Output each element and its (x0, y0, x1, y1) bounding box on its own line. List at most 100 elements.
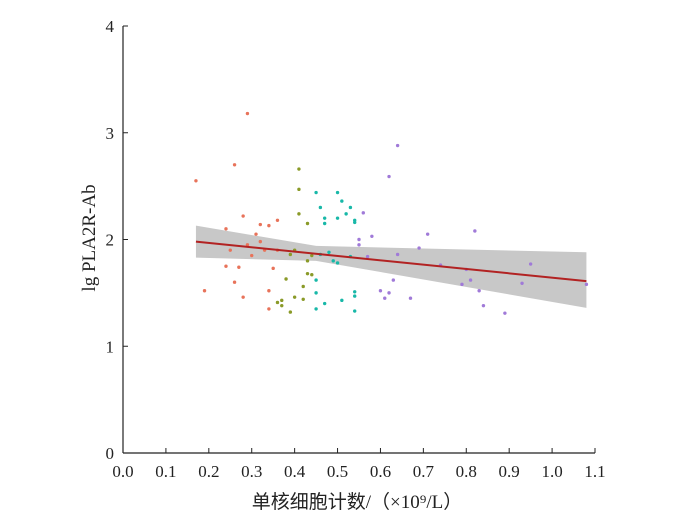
data-point (318, 205, 323, 210)
data-point (503, 311, 507, 315)
fit-line-layer (195, 240, 587, 283)
data-point (335, 261, 340, 265)
data-point (365, 254, 370, 259)
data-point (322, 301, 327, 306)
data-point (340, 199, 344, 203)
data-point (340, 298, 344, 303)
data-point (301, 297, 305, 301)
data-point (322, 216, 327, 220)
x-tick-label: 0.7 (413, 462, 435, 481)
data-point (370, 234, 374, 238)
x-tick-label: 0.1 (155, 462, 176, 481)
data-point (353, 309, 357, 313)
confidence-band (195, 225, 587, 308)
y-tick-label: 1 (106, 337, 115, 356)
data-point (237, 265, 241, 269)
y-tick-label: 3 (106, 124, 115, 143)
x-tick-label: 0.4 (284, 462, 306, 481)
data-point (241, 214, 245, 218)
data-point (408, 296, 413, 300)
data-point (327, 250, 331, 255)
y-axis-label: lg PLA2R-Ab (79, 184, 100, 291)
data-point (267, 223, 271, 228)
x-tick-label: 0.5 (327, 462, 348, 481)
data-point (288, 310, 293, 314)
data-point (584, 282, 589, 287)
data-point (310, 273, 314, 277)
data-point (335, 190, 340, 195)
data-point (284, 277, 288, 281)
data-point (267, 289, 271, 293)
data-point (473, 229, 477, 233)
data-point (305, 259, 310, 263)
data-point (292, 295, 297, 299)
data-point (314, 278, 318, 282)
data-point (280, 298, 284, 303)
data-point (245, 111, 250, 116)
data-point (477, 289, 481, 293)
x-tick-label: 0.2 (198, 462, 219, 481)
data-point (425, 232, 430, 236)
data-point (314, 291, 318, 295)
data-point (297, 167, 301, 171)
y-tick-label: 0 (106, 444, 115, 463)
data-point (314, 307, 318, 311)
regression-line (195, 240, 587, 283)
data-point (520, 281, 524, 285)
data-point (387, 291, 391, 295)
data-point (305, 221, 310, 226)
data-point (280, 303, 284, 308)
data-point (348, 205, 353, 210)
data-point (528, 262, 533, 266)
data-point (344, 212, 348, 216)
data-point (288, 252, 293, 257)
data-point (301, 284, 305, 289)
data-point (378, 289, 383, 293)
confidence-band-layer (195, 225, 587, 308)
data-point (468, 278, 473, 282)
data-point (224, 227, 228, 231)
data-point (228, 248, 232, 252)
data-point (267, 307, 271, 311)
data-point (258, 239, 263, 244)
data-point (275, 300, 280, 305)
x-tick-label: 0.9 (499, 462, 520, 481)
data-point (335, 216, 340, 220)
data-point (241, 295, 245, 299)
data-point (305, 271, 310, 276)
axis-labels: 单核细胞计数/（×10⁹/L） lg PLA2R-Ab (79, 184, 462, 513)
data-point (361, 211, 365, 215)
data-point (481, 303, 486, 308)
y-tick-label: 2 (106, 231, 115, 250)
data-point (258, 222, 263, 227)
data-point (331, 259, 335, 263)
data-point (271, 266, 275, 271)
data-point (357, 237, 361, 242)
x-tick-label: 1.1 (584, 462, 605, 481)
x-tick-label: 0.8 (456, 462, 477, 481)
data-point (353, 220, 357, 225)
axes: 0.0 0.1 0.2 0.3 0.4 0.5 0.6 0.7 0.8 0.9 1.0 1.1 0 1 2 3… (106, 17, 606, 481)
data-point (224, 264, 228, 268)
data-point (297, 212, 301, 216)
data-point (353, 294, 357, 298)
x-tick-label: 1.0 (541, 462, 562, 481)
data-point (250, 253, 254, 258)
data-point (322, 221, 327, 226)
data-point (194, 179, 198, 183)
data-point (460, 282, 464, 287)
data-point (395, 143, 400, 148)
data-point (357, 243, 361, 247)
data-point (383, 296, 387, 300)
data-point (353, 290, 357, 294)
x-tick-label: 0.0 (112, 462, 133, 481)
data-point (202, 289, 207, 293)
data-point (232, 163, 237, 167)
data-point (387, 174, 391, 179)
data-point (395, 252, 400, 257)
data-point (232, 280, 237, 284)
x-axis-label: 单核细胞计数/（×10⁹/L） (252, 491, 463, 513)
data-point (391, 278, 396, 282)
data-point (297, 187, 301, 192)
